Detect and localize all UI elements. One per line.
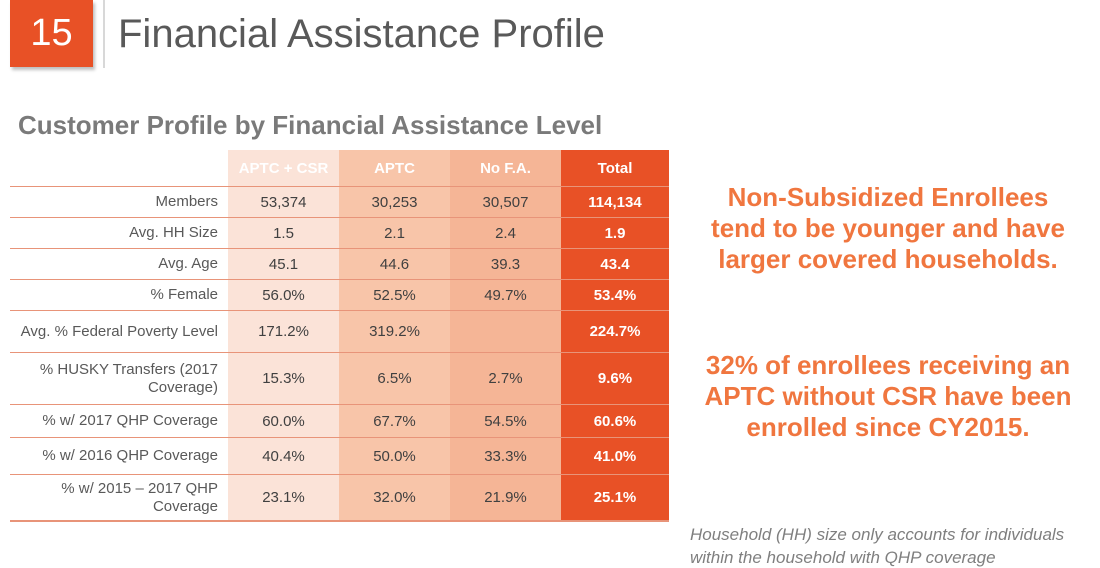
cell-aptc: 44.6	[339, 249, 450, 279]
callout-line: enrolled since CY2015.	[746, 412, 1030, 442]
col-header-no-fa: No F.A.	[450, 150, 561, 186]
table-header-row: APTC + CSR APTC No F.A. Total	[10, 150, 669, 187]
row-label: % HUSKY Transfers (2017 Coverage)	[10, 353, 228, 404]
hh-size-footnote: Household (HH) size only accounts for in…	[690, 523, 1100, 568]
slide-title: Financial Assistance Profile	[118, 12, 605, 56]
cell-total: 114,134	[561, 187, 669, 217]
cell-no-fa: 49.7%	[450, 280, 561, 310]
table-row-2015-2017-qhp: % w/ 2015 – 2017 QHP Coverage 23.1% 32.0…	[10, 475, 669, 522]
row-label: % w/ 2016 QHP Coverage	[10, 438, 228, 474]
footnote-line: Household (HH) size only accounts for in…	[690, 525, 1065, 544]
table-row-2017-qhp: % w/ 2017 QHP Coverage 60.0% 67.7% 54.5%…	[10, 405, 669, 438]
cell-total: 9.6%	[561, 353, 669, 404]
callout-line: Non-Subsidized Enrollees	[727, 182, 1049, 212]
cell-total: 43.4	[561, 249, 669, 279]
cell-total: 53.4%	[561, 280, 669, 310]
slide-number: 15	[30, 12, 73, 54]
callout-line: tend to be younger and have	[711, 213, 1065, 243]
cell-aptc-csr: 1.5	[228, 218, 339, 248]
row-label: Avg. % Federal Poverty Level	[10, 311, 228, 352]
financial-assistance-table: APTC + CSR APTC No F.A. Total Members 53…	[10, 150, 669, 522]
col-header-total: Total	[561, 150, 669, 186]
cell-aptc: 67.7%	[339, 405, 450, 437]
cell-no-fa: 21.9%	[450, 475, 561, 520]
cell-aptc-csr: 56.0%	[228, 280, 339, 310]
cell-aptc-csr: 15.3%	[228, 353, 339, 404]
table-row-husky-transfers: % HUSKY Transfers (2017 Coverage) 15.3% …	[10, 353, 669, 405]
slide-number-badge: 15	[10, 0, 93, 67]
cell-aptc-csr: 60.0%	[228, 405, 339, 437]
table-row-members: Members 53,374 30,253 30,507 114,134	[10, 187, 669, 218]
callout-line: 32% of enrollees receiving an	[705, 350, 1071, 380]
header-separator-line	[103, 0, 105, 68]
table-row-avg-age: Avg. Age 45.1 44.6 39.3 43.4	[10, 249, 669, 280]
row-label: Avg. Age	[10, 249, 228, 279]
cell-aptc: 319.2%	[339, 311, 450, 352]
section-heading: Customer Profile by Financial Assistance…	[18, 110, 603, 140]
cell-aptc-csr: 40.4%	[228, 438, 339, 474]
callout-non-subsidized: Non-Subsidized Enrollees tend to be youn…	[676, 182, 1100, 275]
cell-total: 60.6%	[561, 405, 669, 437]
table-row-pct-female: % Female 56.0% 52.5% 49.7% 53.4%	[10, 280, 669, 311]
cell-no-fa: 2.4	[450, 218, 561, 248]
cell-aptc: 6.5%	[339, 353, 450, 404]
callout-line: larger covered households.	[718, 244, 1058, 274]
table-row-avg-hh-size: Avg. HH Size 1.5 2.1 2.4 1.9	[10, 218, 669, 249]
callout-aptc-enrollment: 32% of enrollees receiving an APTC witho…	[676, 350, 1100, 443]
cell-no-fa	[450, 311, 561, 352]
cell-no-fa: 54.5%	[450, 405, 561, 437]
table-row-avg-fpl: Avg. % Federal Poverty Level 171.2% 319.…	[10, 311, 669, 353]
cell-no-fa: 33.3%	[450, 438, 561, 474]
row-label: % w/ 2017 QHP Coverage	[10, 405, 228, 437]
cell-no-fa: 39.3	[450, 249, 561, 279]
row-label: Avg. HH Size	[10, 218, 228, 248]
footnote-line: within the household with QHP coverage	[690, 548, 996, 567]
cell-aptc: 50.0%	[339, 438, 450, 474]
col-header-aptc: APTC	[339, 150, 450, 186]
row-label: Members	[10, 187, 228, 217]
cell-aptc-csr: 23.1%	[228, 475, 339, 520]
cell-aptc-csr: 171.2%	[228, 311, 339, 352]
cell-total: 1.9	[561, 218, 669, 248]
table-row-2016-qhp: % w/ 2016 QHP Coverage 40.4% 50.0% 33.3%…	[10, 438, 669, 475]
cell-aptc-csr: 53,374	[228, 187, 339, 217]
callout-line: APTC without CSR have been	[704, 381, 1072, 411]
cell-aptc-csr: 45.1	[228, 249, 339, 279]
cell-aptc: 52.5%	[339, 280, 450, 310]
corner-cell	[10, 150, 228, 186]
cell-total: 41.0%	[561, 438, 669, 474]
row-label: % w/ 2015 – 2017 QHP Coverage	[10, 475, 228, 520]
cell-no-fa: 2.7%	[450, 353, 561, 404]
cell-aptc: 32.0%	[339, 475, 450, 520]
cell-total: 25.1%	[561, 475, 669, 520]
cell-aptc: 2.1	[339, 218, 450, 248]
row-label: % Female	[10, 280, 228, 310]
cell-no-fa: 30,507	[450, 187, 561, 217]
cell-aptc: 30,253	[339, 187, 450, 217]
col-header-aptc-csr: APTC + CSR	[228, 150, 339, 186]
cell-total: 224.7%	[561, 311, 669, 352]
